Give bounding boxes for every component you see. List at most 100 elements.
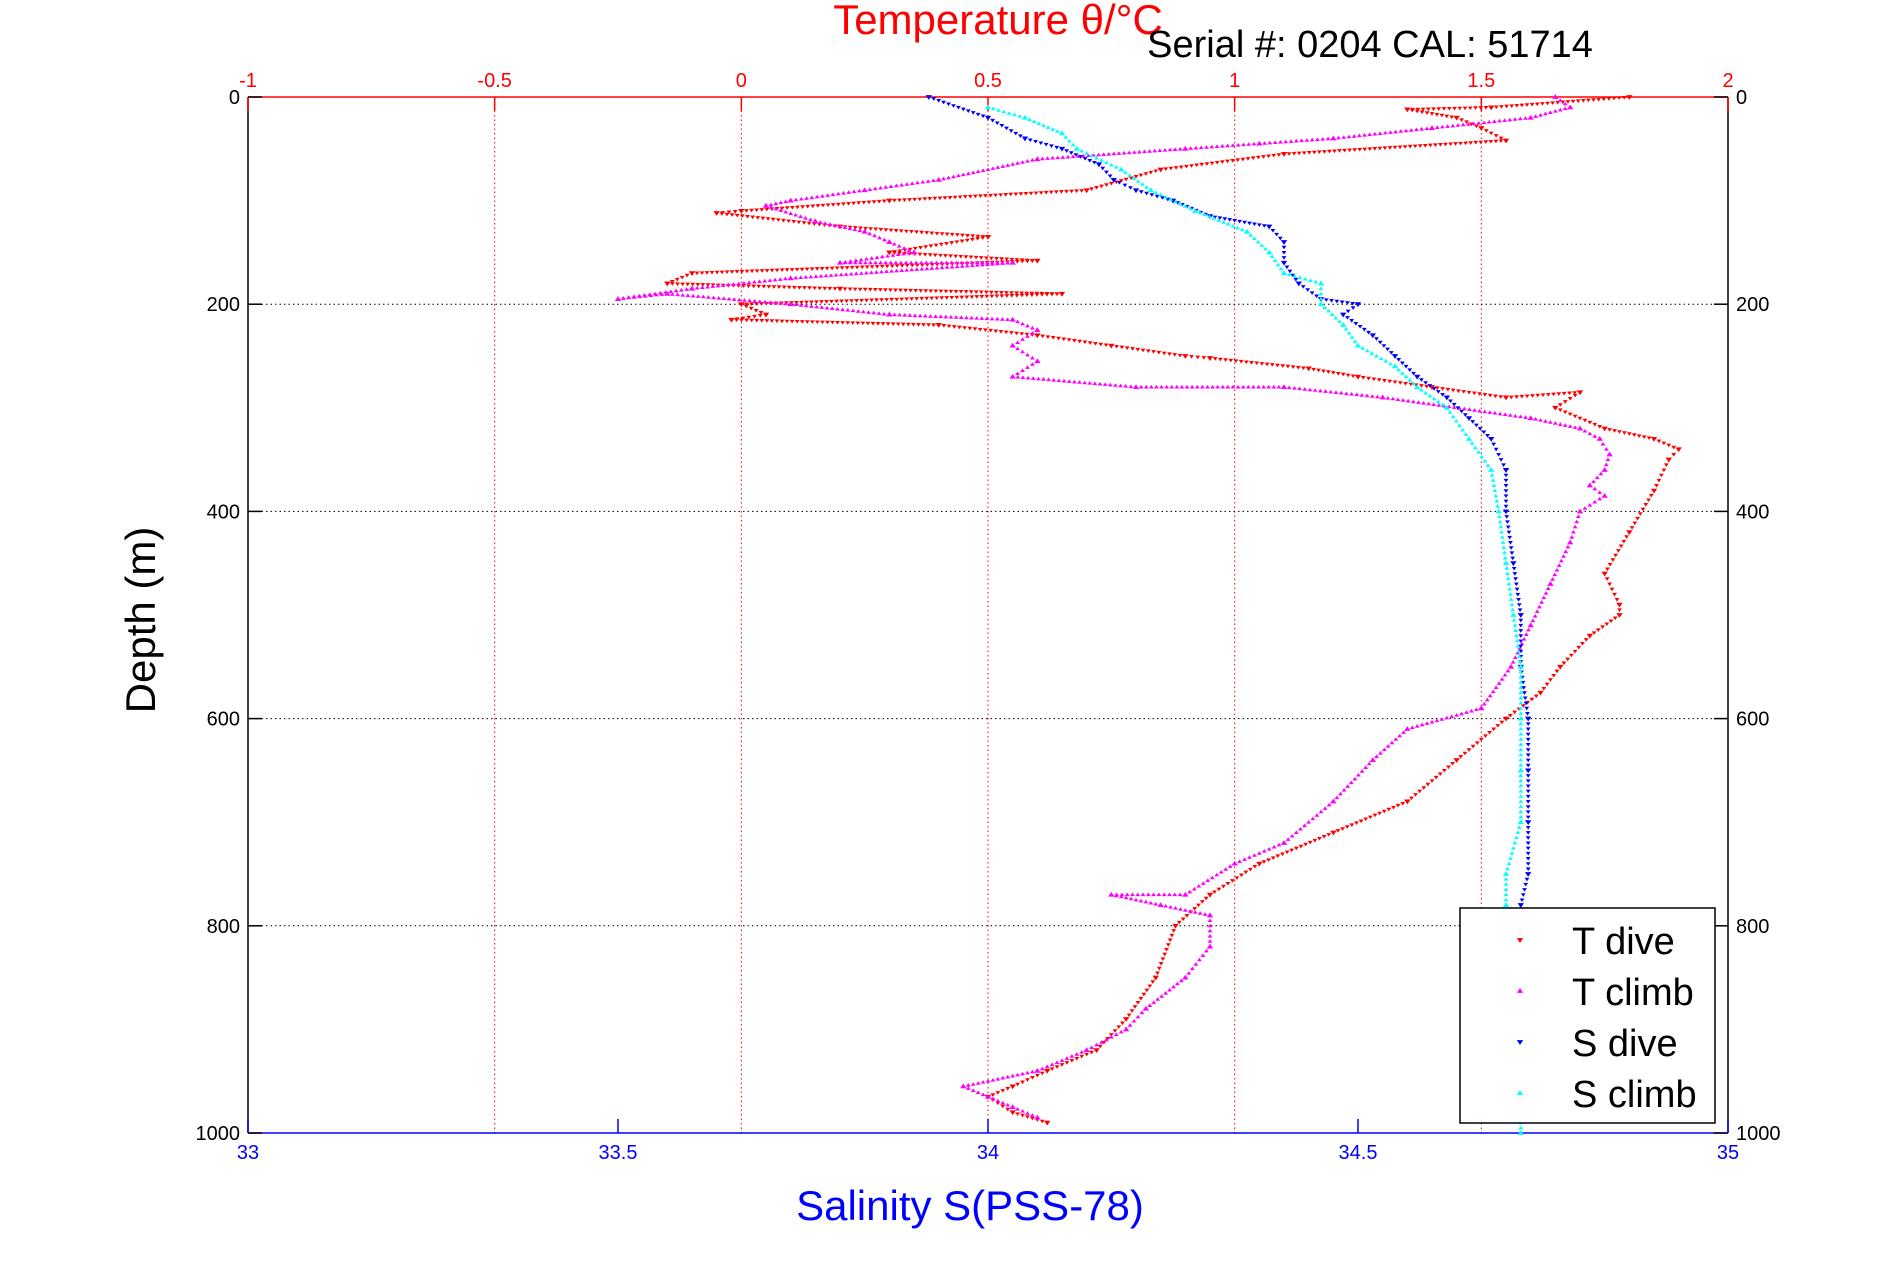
- data-point-interp: [1470, 420, 1476, 424]
- data-point-interp: [1321, 369, 1326, 374]
- data-point-interp: [835, 320, 840, 325]
- data-point-interp: [888, 288, 893, 292]
- data-point-interp: [1525, 711, 1530, 716]
- data-point-interp: [922, 252, 928, 257]
- data-point-interp: [1408, 382, 1414, 387]
- data-point-interp: [1467, 106, 1473, 111]
- data-point-interp: [1491, 119, 1497, 123]
- data-point-interp: [1342, 148, 1347, 153]
- data-point-interp: [781, 218, 786, 223]
- data-point-interp: [731, 297, 737, 301]
- data-point: [1510, 612, 1517, 617]
- data-point-interp: [719, 212, 725, 216]
- data-point-interp: [743, 304, 749, 309]
- data-point-interp: [739, 214, 745, 218]
- data-point-interp: [1499, 535, 1505, 539]
- data-point-interp: [1472, 445, 1478, 450]
- data-point: [1576, 390, 1584, 396]
- data-point-interp: [1161, 892, 1167, 897]
- data-point-interp: [1525, 815, 1531, 820]
- data-point-interp: [1500, 540, 1506, 544]
- data-point-interp: [894, 264, 900, 268]
- data-point-interp: [980, 114, 986, 119]
- data-point-interp: [1108, 1033, 1114, 1037]
- data-point-interp: [1314, 813, 1320, 817]
- data-point-interp: [849, 265, 855, 270]
- data-point-interp: [1356, 772, 1361, 777]
- data-point-interp: [1520, 893, 1526, 897]
- data-point: [688, 285, 696, 291]
- data-point-interp: [1498, 136, 1504, 141]
- data-point-interp: [906, 248, 912, 252]
- data-point-interp: [714, 270, 720, 275]
- data-point-interp: [1172, 892, 1178, 897]
- data-point-interp: [1596, 97, 1602, 102]
- data-point-interp: [1272, 140, 1278, 144]
- data-point-interp: [1315, 137, 1320, 141]
- data-point-interp: [809, 320, 815, 324]
- data-point-interp: [1056, 336, 1061, 341]
- data-point-interp: [1015, 374, 1021, 379]
- data-point-interp: [1135, 892, 1141, 897]
- data-point-interp: [1508, 592, 1513, 596]
- data-point: [614, 296, 622, 301]
- data-point-interp: [951, 104, 956, 108]
- data-point-interp: [1003, 193, 1009, 197]
- data-point-interp: [1613, 553, 1619, 558]
- data-point-interp: [923, 289, 929, 293]
- data-point-interp: [1104, 183, 1109, 187]
- data-point-interp: [1473, 140, 1479, 145]
- data-point-interp: [1525, 831, 1531, 835]
- data-point-interp: [1044, 292, 1050, 297]
- data-point-interp: [847, 287, 853, 292]
- data-point: [925, 95, 932, 100]
- data-point-interp: [1396, 358, 1402, 362]
- data-point: [1586, 482, 1594, 488]
- data-point-interp: [1471, 391, 1477, 396]
- data-point-interp: [819, 194, 825, 198]
- data-point-interp: [931, 97, 937, 101]
- data-point: [1566, 539, 1574, 545]
- data-point-interp: [1309, 137, 1315, 142]
- data-point-interp: [1148, 900, 1154, 905]
- data-point-interp: [1512, 655, 1518, 660]
- data-point-interp: [1168, 197, 1173, 201]
- data-point-interp: [1393, 129, 1399, 134]
- data-point-interp: [1462, 751, 1468, 756]
- data-point-interp: [921, 323, 926, 327]
- data-point-interp: [1517, 659, 1523, 664]
- data-point-interp: [948, 289, 954, 294]
- data-point-interp: [1320, 137, 1326, 141]
- data-point-interp: [1517, 646, 1523, 650]
- data-point-interp: [1102, 382, 1108, 386]
- data-point-interp: [1518, 1125, 1524, 1130]
- data-point-interp: [1209, 144, 1215, 149]
- data-point-interp: [1015, 340, 1020, 344]
- data-point-interp: [1100, 166, 1106, 171]
- data-point-interp: [1530, 394, 1535, 398]
- data-point-interp: [1447, 410, 1453, 414]
- data-point-interp: [1038, 191, 1044, 195]
- data-point-interp: [1157, 148, 1163, 153]
- data-point: [1034, 333, 1041, 339]
- data-point-interp: [772, 300, 778, 305]
- data-point-interp: [899, 297, 905, 302]
- data-point-interp: [923, 260, 929, 265]
- data-point-interp: [1276, 842, 1282, 847]
- data-point-interp: [1005, 1087, 1011, 1091]
- data-point-interp: [1661, 468, 1667, 473]
- data-point-interp: [1387, 379, 1393, 384]
- data-point-interp: [847, 260, 853, 265]
- data-point-interp: [1209, 161, 1215, 166]
- data-point-interp: [1621, 95, 1627, 100]
- data-point-interp: [754, 318, 760, 323]
- data-point: [1132, 384, 1140, 389]
- data-point-interp: [1078, 155, 1083, 159]
- data-point-interp: [1264, 362, 1270, 367]
- data-point-interp: [1203, 896, 1209, 901]
- data-point-interp: [806, 221, 812, 226]
- data-point-interp: [1240, 157, 1246, 162]
- data-point-interp: [1481, 430, 1487, 435]
- data-point-interp: [1284, 265, 1290, 270]
- data-point-interp: [1018, 192, 1024, 196]
